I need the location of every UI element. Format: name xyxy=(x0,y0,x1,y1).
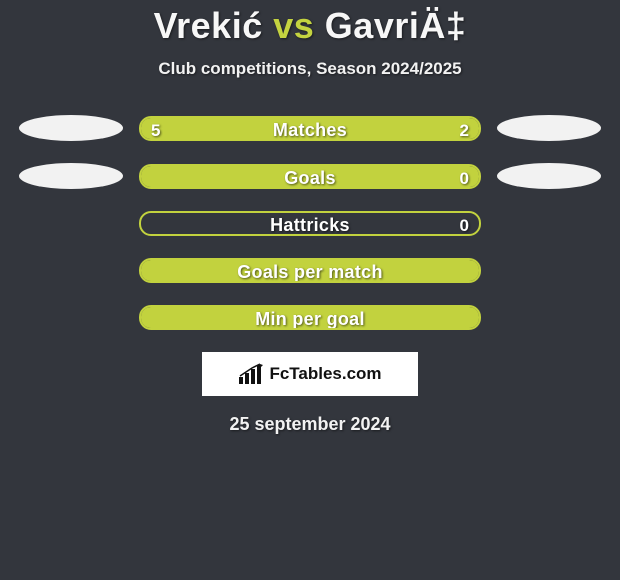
bar-label: Hattricks xyxy=(141,213,479,236)
logo-text: FcTables.com xyxy=(269,364,381,384)
stat-bar: 0Hattricks xyxy=(139,211,481,236)
bar-label: Matches xyxy=(141,118,479,141)
player-badge-right xyxy=(497,115,601,141)
stat-row: Goals per match xyxy=(0,258,620,283)
player-badge-right xyxy=(497,163,601,189)
title-player1: Vrekić xyxy=(154,5,263,46)
logo-box: FcTables.com xyxy=(202,352,418,396)
player-badge-left xyxy=(19,163,123,189)
fctables-icon xyxy=(238,363,264,385)
bar-label: Min per goal xyxy=(141,307,479,330)
stat-bar: Goals per match xyxy=(139,258,481,283)
title-player2: GavriÄ‡ xyxy=(325,5,467,46)
stat-bar: 52Matches xyxy=(139,116,481,141)
comparison-card: Vrekić vs GavriÄ‡ Club competitions, Sea… xyxy=(0,0,620,435)
stat-bar: 0Goals xyxy=(139,164,481,189)
stat-row: 52Matches xyxy=(0,115,620,141)
date: 25 september 2024 xyxy=(0,414,620,435)
stats-rows: 52Matches 0Goals 0Hattricks Goals per match… xyxy=(0,115,620,330)
stat-bar: Min per goal xyxy=(139,305,481,330)
bar-label: Goals per match xyxy=(141,260,479,283)
stat-row: 0Hattricks xyxy=(0,211,620,236)
stat-row: 0Goals xyxy=(0,163,620,189)
stat-row: Min per goal xyxy=(0,305,620,330)
player-badge-left xyxy=(19,115,123,141)
subtitle: Club competitions, Season 2024/2025 xyxy=(0,59,620,79)
title-vs: vs xyxy=(273,5,314,46)
page-title: Vrekić vs GavriÄ‡ xyxy=(0,5,620,47)
bar-label: Goals xyxy=(141,166,479,189)
